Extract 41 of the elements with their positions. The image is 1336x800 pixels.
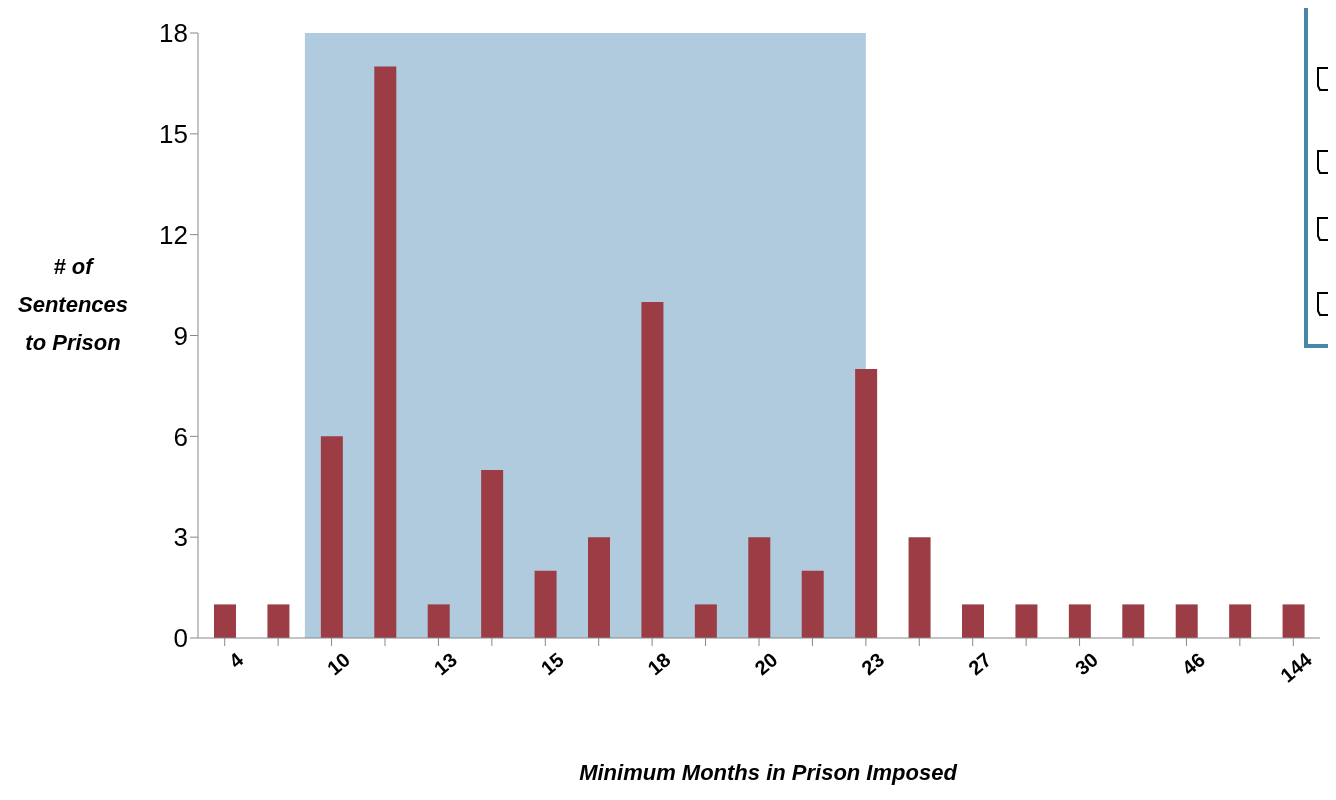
bar bbox=[320, 436, 343, 638]
y-tick-label: 18 bbox=[159, 18, 188, 49]
bar bbox=[427, 604, 450, 638]
bar bbox=[641, 301, 664, 638]
bar bbox=[962, 604, 984, 638]
bar bbox=[1282, 604, 1305, 638]
y-tick-label: 3 bbox=[173, 522, 188, 553]
x-tick-label: 30 bbox=[1070, 648, 1103, 680]
x-tick-label: 18 bbox=[643, 648, 675, 680]
x-tick-label: 4 bbox=[224, 647, 248, 673]
bar bbox=[1122, 604, 1145, 638]
y-tick-label: 6 bbox=[173, 421, 188, 452]
x-tick-label: 46 bbox=[1177, 648, 1209, 680]
bar bbox=[534, 570, 557, 638]
x-tick-label: 10 bbox=[322, 648, 355, 680]
bar bbox=[374, 66, 397, 638]
bar bbox=[1015, 604, 1038, 638]
x-tick-label: 15 bbox=[536, 648, 568, 680]
bar bbox=[1229, 604, 1252, 638]
y-tick-label: 9 bbox=[173, 320, 188, 351]
y-axis-title: # of Sentences to Prison bbox=[16, 253, 130, 357]
bar bbox=[694, 604, 717, 638]
bar bbox=[481, 469, 504, 638]
x-axis-title: Minimum Months in Prison Imposed bbox=[578, 760, 959, 786]
bar bbox=[214, 604, 236, 638]
x-tick-label: 20 bbox=[750, 648, 782, 680]
bar bbox=[855, 369, 878, 638]
bar bbox=[1175, 604, 1198, 638]
x-tick-label: 144 bbox=[1276, 647, 1317, 687]
y-tick-label: 15 bbox=[159, 119, 188, 150]
bar bbox=[801, 570, 824, 638]
x-tick-label: 27 bbox=[964, 648, 996, 680]
x-tick-label: 23 bbox=[857, 648, 889, 680]
x-tick-label: 13 bbox=[429, 648, 461, 680]
bar bbox=[588, 537, 610, 638]
bar bbox=[1068, 604, 1091, 638]
y-tick-label: 12 bbox=[159, 219, 188, 250]
bar bbox=[267, 604, 290, 638]
y-tick-label: 0 bbox=[173, 623, 188, 654]
bar bbox=[908, 537, 931, 638]
bar bbox=[748, 537, 771, 638]
